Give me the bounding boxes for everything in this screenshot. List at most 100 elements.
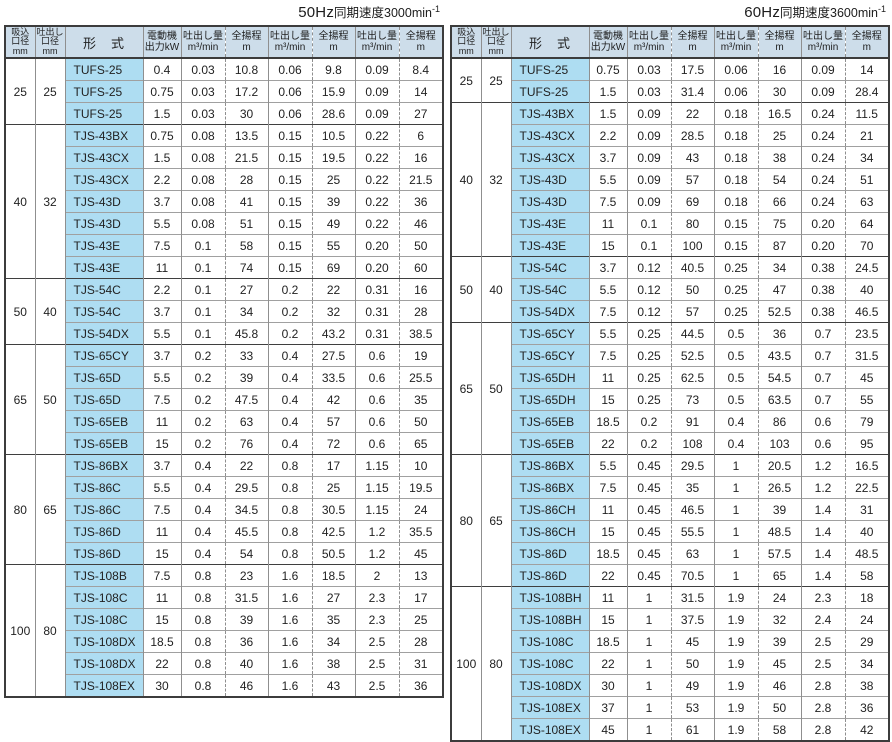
table-row: 40 32 TJS-43BX 1.5 0.09 22 0.18 16.5 0.24 11.5 — [451, 102, 889, 257]
flow-cell: 0.09 — [626, 146, 671, 169]
spec-table-60hz: 吸込 口径 mm 吐出し 口径 mm 形 式電動機 出力kW 吐出し量 m³/min 全揚程 m 吐出し… — [450, 25, 890, 742]
head-cell: 48.5 — [844, 542, 889, 565]
head-cell: 18.5 — [311, 564, 355, 587]
motor-output-cell: 15 — [142, 432, 181, 455]
flow-cell: 0.4 — [267, 388, 312, 411]
flow-cell: 0.1 — [626, 234, 671, 257]
motor-output-cell: 3.7 — [142, 454, 181, 477]
model-cell: TJS-108B — [64, 564, 143, 587]
model-cell: TJS-65CY — [64, 344, 143, 367]
flow-cell: 0.06 — [267, 80, 312, 103]
motor-output-cell: 15 — [142, 542, 181, 565]
spec-table-50hz: 吸込 口径 mm 吐出し 口径 mm 形 式電動機 出力kW 吐出し量 m³/min 全揚程 m 吐出し… — [4, 25, 444, 698]
flow-cell: 0.20 — [354, 234, 399, 257]
col-header-motor: 電動機 出力kW — [588, 26, 627, 59]
model-cell: TJS-65EB — [64, 432, 143, 455]
head-cell: 70.5 — [670, 564, 714, 587]
flow-cell: 0.4 — [180, 498, 225, 521]
flow-cell: 0.06 — [267, 102, 312, 125]
discharge-bore-cell: 40 — [34, 278, 65, 345]
motor-output-cell: 0.75 — [142, 124, 181, 147]
flow-cell: 0.1 — [626, 212, 671, 235]
head-cell: 43 — [670, 146, 714, 169]
flow-cell: 0.18 — [713, 190, 758, 213]
table-row: TJS-65DH 11 0.25 62.5 0.5 54.5 0.7 45 — [451, 366, 889, 389]
head-cell: 23 — [224, 564, 268, 587]
table-row: TJS-108C 22 1 50 1.9 45 2.5 34 — [451, 652, 889, 675]
flow-cell: 2 — [354, 564, 399, 587]
model-cell: TJS-108EX — [64, 674, 143, 697]
flow-cell: 0.06 — [267, 57, 312, 81]
head-cell: 28.4 — [844, 80, 889, 103]
head-cell: 14 — [398, 80, 443, 103]
table-row: TJS-43E 11 0.1 74 0.15 69 0.20 60 — [5, 256, 443, 279]
table-row: TJS-108C 15 0.8 39 1.6 35 2.3 25 — [5, 608, 443, 631]
motor-output-cell: 5.5 — [142, 322, 181, 345]
head-cell: 11.5 — [844, 102, 889, 125]
flow-cell: 0.09 — [626, 190, 671, 213]
head-cell: 54.5 — [757, 366, 801, 389]
head-cell: 36 — [224, 630, 268, 653]
head-cell: 22 — [224, 454, 268, 477]
model-cell: TJS-43BX — [64, 124, 143, 147]
flow-cell: 0.4 — [180, 520, 225, 543]
suction-bore-cell: 50 — [5, 278, 35, 345]
motor-output-cell: 30 — [142, 674, 181, 697]
col-header-flow: 吐出し量 m³/min — [180, 26, 225, 59]
flow-cell: 0.09 — [354, 80, 399, 103]
flow-cell: 0.4 — [180, 454, 225, 477]
table-row: TJS-108DX 22 0.8 40 1.6 38 2.5 31 — [5, 652, 443, 675]
head-cell: 23.5 — [844, 322, 889, 345]
head-cell: 57 — [670, 168, 714, 191]
discharge-bore-cell: 40 — [480, 256, 511, 323]
flow-cell: 0.25 — [713, 278, 758, 301]
flow-cell: 0.03 — [626, 57, 671, 81]
head-cell: 51 — [844, 168, 889, 191]
model-cell: TJS-108DX — [64, 652, 143, 675]
model-cell: TJS-43D — [510, 168, 589, 191]
motor-output-cell: 3.7 — [142, 190, 181, 213]
flow-cell: 2.3 — [354, 608, 399, 631]
flow-cell: 1.2 — [800, 454, 845, 477]
head-cell: 13 — [398, 564, 443, 587]
head-cell: 17.2 — [224, 80, 268, 103]
head-cell: 70 — [844, 234, 889, 257]
flow-cell: 0.25 — [713, 256, 758, 279]
model-cell: TJS-86CH — [510, 520, 589, 543]
flow-cell: 0.03 — [626, 80, 671, 103]
motor-output-cell: 11 — [142, 520, 181, 543]
flow-cell: 0.2 — [626, 410, 671, 433]
flow-cell: 1.6 — [267, 586, 312, 609]
flow-cell: 0.2 — [626, 432, 671, 455]
discharge-bore-cell: 50 — [34, 344, 65, 455]
table-row: TUFS-25 1.5 0.03 31.4 0.06 30 0.09 28.4 — [451, 80, 889, 103]
head-cell: 45 — [844, 366, 889, 389]
head-cell: 74 — [224, 256, 268, 279]
table-row: TJS-43E 15 0.1 100 0.15 87 0.20 70 — [451, 234, 889, 257]
head-cell: 53 — [670, 696, 714, 719]
flow-cell: 0.24 — [800, 146, 845, 169]
head-cell: 37.5 — [670, 608, 714, 631]
model-cell: TJS-43BX — [510, 102, 589, 125]
head-cell: 31.5 — [844, 344, 889, 367]
model-cell: TJS-108BH — [510, 608, 589, 631]
flow-cell: 0.2 — [180, 388, 225, 411]
head-cell: 45 — [757, 652, 801, 675]
flow-cell: 0.24 — [800, 168, 845, 191]
flow-cell: 0.08 — [180, 124, 225, 147]
table-row: TJS-43CX 1.5 0.08 21.5 0.15 19.5 0.22 16 — [5, 146, 443, 169]
suction-bore-cell: 50 — [451, 256, 481, 323]
model-cell: TJS-65CY — [510, 344, 589, 367]
motor-output-cell: 3.7 — [142, 344, 181, 367]
flow-cell: 0.8 — [180, 586, 225, 609]
motor-output-cell: 15 — [142, 608, 181, 631]
head-cell: 47.5 — [224, 388, 268, 411]
model-cell: TJS-86C — [64, 498, 143, 521]
flow-cell: 0.4 — [713, 410, 758, 433]
flow-cell: 1 — [713, 520, 758, 543]
flow-cell: 0.2 — [180, 344, 225, 367]
head-cell: 28.5 — [670, 124, 714, 147]
model-cell: TJS-43D — [510, 190, 589, 213]
flow-cell: 0.8 — [180, 608, 225, 631]
flow-cell: 1 — [713, 498, 758, 521]
